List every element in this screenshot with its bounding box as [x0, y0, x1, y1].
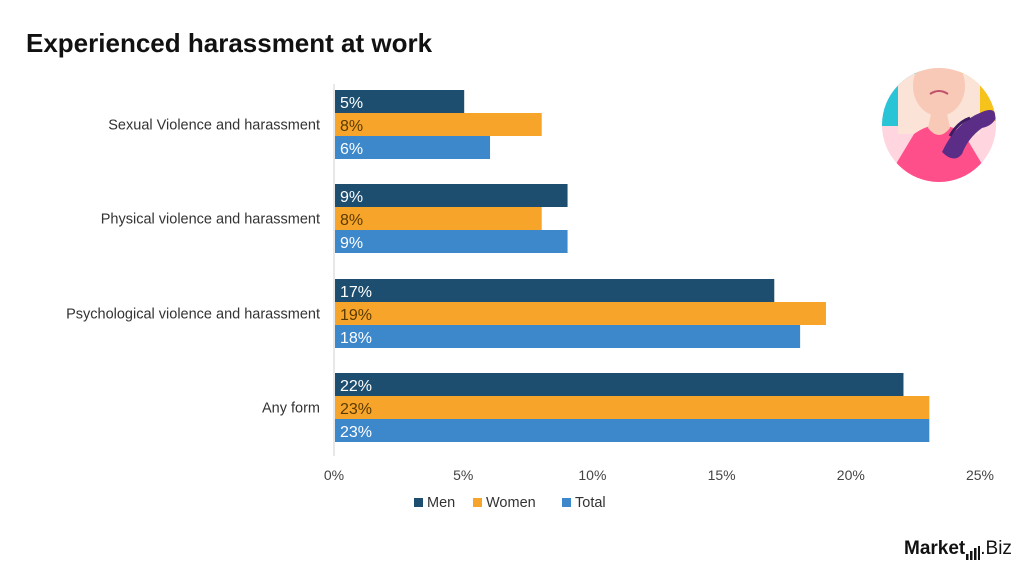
data-label: 18%	[340, 330, 372, 347]
category-label: Sexual Violence and harassment	[108, 118, 320, 134]
category-label: Any form	[262, 401, 320, 417]
x-tick-label: 5%	[453, 467, 473, 483]
bar-total	[335, 136, 491, 159]
x-tick-label: 0%	[324, 467, 344, 483]
bar-women	[335, 396, 930, 419]
data-label: 8%	[340, 118, 363, 135]
data-label: 5%	[340, 95, 363, 112]
legend-label: Men	[427, 495, 455, 511]
x-tick-label: 10%	[578, 467, 606, 483]
logo-bars-icon	[966, 546, 981, 560]
bar-men	[335, 373, 904, 396]
data-label: 19%	[340, 307, 372, 324]
bar-men	[335, 279, 775, 302]
x-tick-label: 25%	[966, 467, 994, 483]
data-label: 9%	[340, 235, 363, 252]
chart-title: Experienced harassment at work	[26, 28, 433, 58]
legend-swatch-men	[414, 498, 423, 507]
legend-label: Total	[575, 495, 606, 511]
data-label: 9%	[340, 189, 363, 206]
category-label: Psychological violence and harassment	[66, 307, 320, 323]
harassment-illustration-icon	[882, 68, 996, 182]
data-label: 23%	[340, 424, 372, 441]
data-label: 17%	[340, 284, 372, 301]
bar-total	[335, 419, 930, 442]
x-tick-label: 15%	[708, 467, 736, 483]
data-label: 6%	[340, 141, 363, 158]
marketbiz-logo[interactable]: Market .Biz	[904, 538, 1012, 560]
bar-women	[335, 302, 826, 325]
bar-men	[335, 184, 568, 207]
x-tick-label: 20%	[837, 467, 865, 483]
legend-swatch-women	[473, 498, 482, 507]
data-label: 23%	[340, 401, 372, 418]
data-label: 8%	[340, 212, 363, 229]
logo-text-rest: .Biz	[980, 538, 1012, 559]
legend-label: Women	[486, 495, 536, 511]
bar-men	[335, 90, 465, 113]
bar-total	[335, 230, 568, 253]
bar-women	[335, 113, 542, 136]
legend-swatch-total	[562, 498, 571, 507]
bar-total	[335, 325, 801, 348]
bar-women	[335, 207, 542, 230]
data-label: 22%	[340, 378, 372, 395]
category-label: Physical violence and harassment	[101, 212, 320, 228]
logo-text-strong: Market	[904, 538, 966, 559]
